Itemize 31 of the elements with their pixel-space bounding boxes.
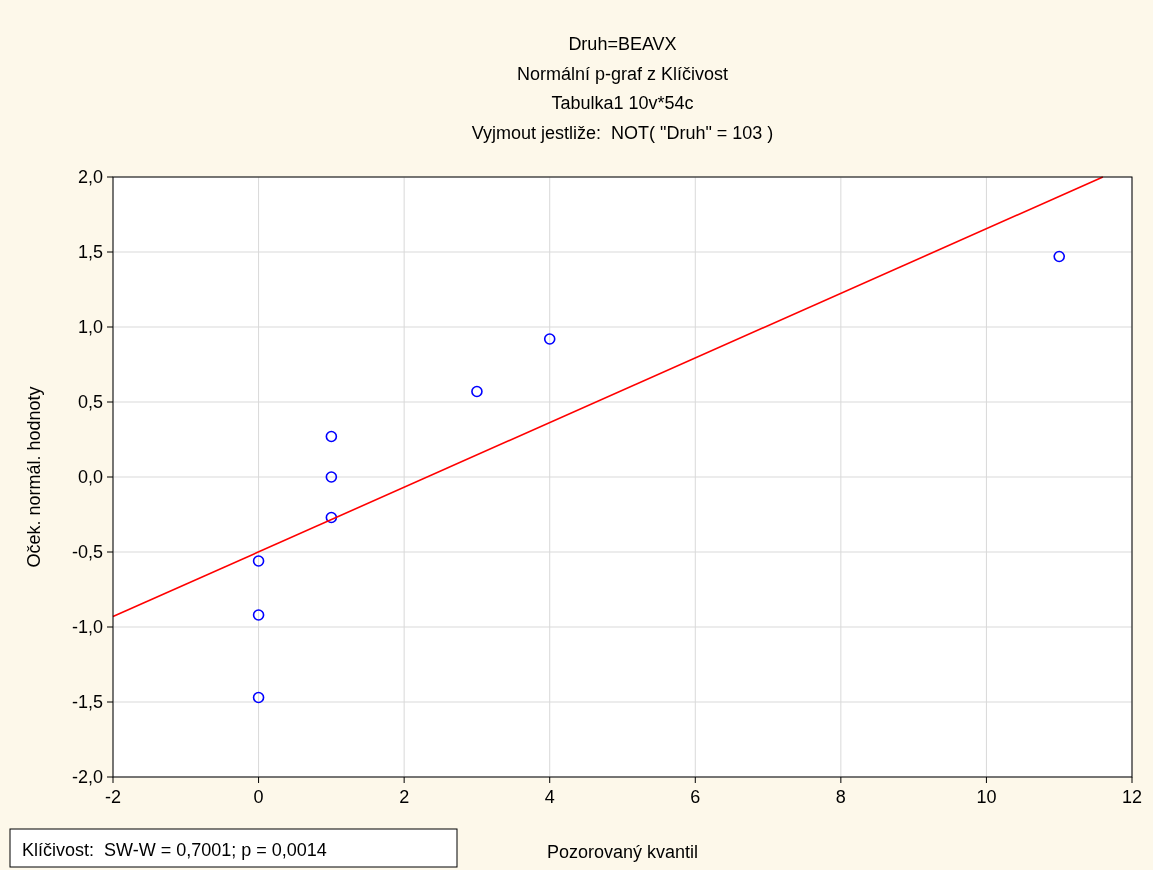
y-tick-label: -2,0 <box>71 767 103 787</box>
y-tick-label: -0,5 <box>71 542 103 562</box>
point <box>252 691 265 704</box>
point <box>252 555 265 567</box>
point <box>471 385 483 398</box>
chart-title: Druh=BEAVX <box>568 34 677 54</box>
x-tick-label: 8 <box>835 787 846 807</box>
x-tick-label: 6 <box>690 787 701 807</box>
point <box>543 333 556 345</box>
y-tick-label: 2,0 <box>77 167 103 187</box>
y-tick-label: -1,5 <box>71 692 103 712</box>
x-tick-label: 10 <box>976 787 997 807</box>
point <box>325 511 338 524</box>
point <box>325 471 338 483</box>
chart-subtitle: Normální p-graf z Klíčivost Tabulka1 10v*54c Vyjmout jestliže: NOT( "Druh" = 103 ) <box>471 63 774 143</box>
point <box>1053 250 1066 263</box>
y-tick-label: -1,0 <box>71 617 103 637</box>
text: Klíčivost: SW-W = 0,7001; p = 0,0014 <box>22 840 327 860</box>
y-tick-label: 1,0 <box>77 317 103 337</box>
y-axis-title: Oček. normál. hodnoty <box>24 386 44 568</box>
x-tick-label: 12 <box>1121 787 1143 807</box>
point <box>252 609 265 621</box>
x-axis-title: Pozorovaný kvantil <box>546 842 699 862</box>
y-tick-label: 0,0 <box>77 467 103 487</box>
y-tick-label: 0,5 <box>77 392 103 412</box>
x-tick-label: -2 <box>104 787 122 807</box>
x-tick-label: 0 <box>253 787 264 807</box>
x-tick-label: 4 <box>544 787 555 807</box>
y-tick-label: 1,5 <box>77 242 103 262</box>
point <box>325 430 338 443</box>
x-tick-label: 2 <box>399 787 410 807</box>
